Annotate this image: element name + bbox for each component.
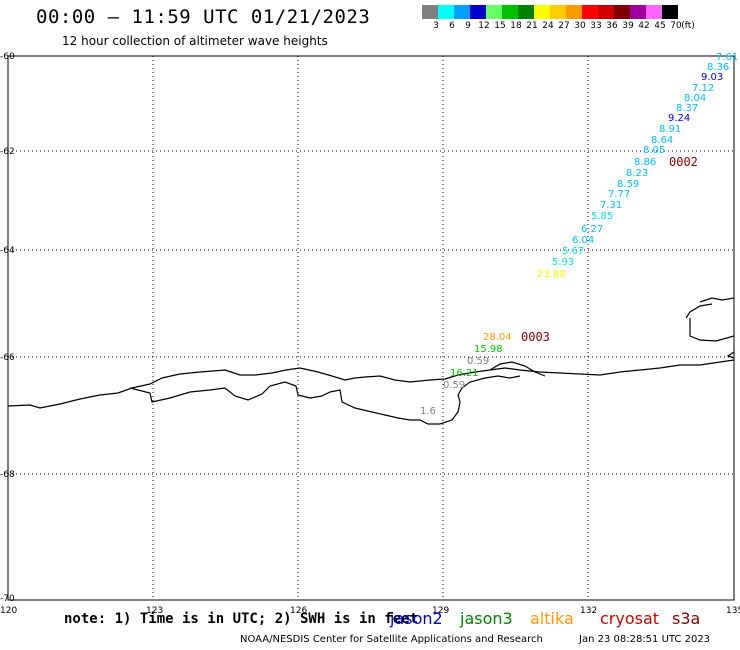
wave-height-label: 5.93 xyxy=(552,257,574,268)
legend-label-36: 36 xyxy=(606,21,618,31)
legend-label-33: 33 xyxy=(590,21,602,31)
wave-height-label: 7.12 xyxy=(692,83,714,94)
legend-label-30: 30 xyxy=(574,21,586,31)
track-id-label: 0003 xyxy=(521,330,550,344)
wave-height-label: 16.21 xyxy=(450,368,479,379)
lon-gridlines xyxy=(152,56,589,600)
lat-axis-labels: -60 -62 -64 -66 -68 -70 xyxy=(0,52,15,604)
lon-label: 132 xyxy=(580,606,597,616)
wave-height-label: 8.91 xyxy=(659,124,681,135)
lat-label: -66 xyxy=(0,353,15,363)
lon-label: 126 xyxy=(290,606,307,616)
wave-height-label: 6.27 xyxy=(581,224,603,235)
wave-height-label: 0.59 xyxy=(443,380,465,391)
lon-label: 123 xyxy=(146,606,163,616)
legend-label-3: 3 xyxy=(433,21,439,31)
wave-height-label: 15.98 xyxy=(474,344,503,355)
legend-swatch-15 xyxy=(486,5,502,19)
wave-height-label: 8.04 xyxy=(684,93,706,104)
legend-swatch-9 xyxy=(454,5,470,19)
satellite-legend: jason2 jason3 altika cryosat s3a xyxy=(389,609,700,628)
legend-swatch-6 xyxy=(438,5,454,19)
map-frame xyxy=(7,55,735,601)
legend-swatch-30 xyxy=(566,5,582,19)
legend-swatch-27 xyxy=(550,5,566,19)
legend-swatch-39 xyxy=(614,5,630,19)
satellite-name-jason3: jason3 xyxy=(459,609,513,628)
lat-label: -60 xyxy=(0,52,15,62)
satellite-name-s3a: s3a xyxy=(672,609,700,628)
wave-height-label: 8.59 xyxy=(617,179,639,190)
wave-height-label: 6.04 xyxy=(572,235,594,246)
legend-swatch-18 xyxy=(502,5,518,19)
wave-height-label: 8.23 xyxy=(626,168,648,179)
page-subtitle: 12 hour collection of altimeter wave hei… xyxy=(62,34,328,48)
wave-height-label: 7.61 xyxy=(716,52,738,63)
legend-label-70: 70 xyxy=(670,21,682,31)
legend-label-18: 18 xyxy=(510,21,522,31)
legend-label-9: 9 xyxy=(465,21,471,31)
lon-label: 135 xyxy=(726,606,740,616)
lon-label: 129 xyxy=(432,606,449,616)
track-id-label: 0002 xyxy=(669,155,698,169)
legend-swatch-33 xyxy=(582,5,598,19)
lat-label: -68 xyxy=(0,470,15,480)
legend-label-21: 21 xyxy=(526,21,538,31)
coastline xyxy=(7,359,735,409)
satellite-name-jason2: jason2 xyxy=(389,609,443,628)
wave-height-label: 23.88 xyxy=(537,269,566,280)
legend-label-6: 6 xyxy=(449,21,455,31)
wave-height-label: 9.24 xyxy=(668,113,690,124)
legend-label-45: 45 xyxy=(654,21,666,31)
wave-height-label: 5.85 xyxy=(591,211,613,222)
legend-swatch-12 xyxy=(470,5,486,19)
lon-axis-labels: 120 123 126 129 132 135 xyxy=(0,606,740,616)
footnote: note: 1) Time is in UTC; 2) SWH is in fe… xyxy=(64,611,419,627)
wave-height-label: 7.77 xyxy=(608,189,630,200)
legend-swatch-3 xyxy=(422,5,438,19)
ice-shelf-outline xyxy=(129,375,521,425)
legend-swatch-36 xyxy=(598,5,614,19)
east-islet xyxy=(685,303,713,319)
lon-label: 120 xyxy=(0,606,17,616)
wave-height-label: 8.86 xyxy=(634,157,656,168)
wave-height-label: 8.05 xyxy=(643,145,665,156)
legend-swatch-24 xyxy=(534,5,550,19)
footer-organization: NOAA/NESDIS Center for Satellite Applica… xyxy=(240,634,543,645)
lat-label: -70 xyxy=(0,594,15,604)
wave-height-label: 5.67 xyxy=(562,246,584,257)
wave-height-label: 9.03 xyxy=(701,72,723,83)
legend-label-27: 27 xyxy=(558,21,570,31)
legend-swatch-42 xyxy=(630,5,646,19)
lat-label: -64 xyxy=(0,246,15,256)
legend-label-42: 42 xyxy=(638,21,650,31)
page-title: 00:00 – 11:59 UTC 01/21/2023 xyxy=(36,6,371,28)
legend-label-24: 24 xyxy=(542,21,554,31)
lat-label: -62 xyxy=(0,147,15,157)
legend-swatch-45 xyxy=(646,5,662,19)
wave-height-label: 1.6 xyxy=(420,406,436,417)
wave-height-label: 7.31 xyxy=(600,200,622,211)
lat-gridlines xyxy=(8,150,734,475)
satellite-name-cryosat: cryosat xyxy=(600,609,659,628)
satellite-name-altika: altika xyxy=(530,609,574,628)
legend-label-39: 39 xyxy=(622,21,634,31)
legend-label-15: 15 xyxy=(494,21,506,31)
wave-height-label: 8.37 xyxy=(676,103,698,114)
wave-height-label: 0.59 xyxy=(467,356,489,367)
legend-swatch-21 xyxy=(518,5,534,19)
east-coast-outline xyxy=(689,297,735,359)
wave-height-observations: 7.618.369.037.128.048.379.248.918.648.05… xyxy=(420,52,738,417)
bay-outline xyxy=(489,361,546,377)
wave-height-label: 8.64 xyxy=(651,135,673,146)
legend-swatch-70 xyxy=(662,5,678,19)
wave-height-label: 8.36 xyxy=(707,62,729,73)
color-legend xyxy=(422,5,678,19)
wave-height-label: 28.04 xyxy=(483,332,512,343)
legend-units: (ft) xyxy=(681,21,695,31)
footer-timestamp: Jan 23 08:28:51 UTC 2023 xyxy=(579,634,711,645)
legend-label-12: 12 xyxy=(478,21,490,31)
track-id-labels: 0002 0003 xyxy=(521,155,698,344)
